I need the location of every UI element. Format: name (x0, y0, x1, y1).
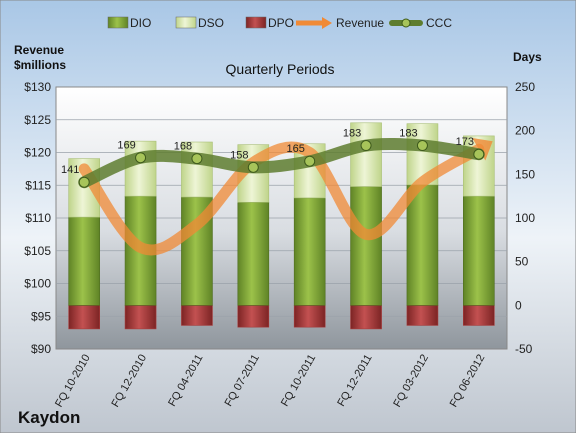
ccc-data-label: 168 (174, 141, 192, 153)
bar-dio (237, 201, 270, 306)
y-right-tick-label: 200 (515, 124, 535, 138)
ccc-data-label: 165 (287, 143, 305, 155)
legend-label-dso: DSO (198, 16, 224, 30)
bar-dpo (181, 305, 213, 326)
bar-dso (350, 122, 382, 187)
ccc-data-label: 173 (456, 136, 474, 148)
bar-dso (181, 141, 213, 198)
y-left-tick-label: $125 (24, 113, 51, 127)
bar-dpo (406, 305, 439, 326)
ccc-data-label: 183 (343, 128, 361, 140)
ccc-point (78, 176, 90, 188)
bar-dpo (463, 305, 495, 326)
bar-dpo (293, 305, 326, 328)
bar-dpo (124, 305, 157, 330)
y-left-tick-label: $100 (24, 277, 51, 291)
ccc-point (135, 152, 147, 164)
company-name: Kaydon (18, 408, 80, 427)
y-right-tick-label: 50 (515, 255, 529, 269)
y-left-tick-label: $130 (24, 80, 51, 94)
revenue-layer (78, 137, 493, 256)
ccc-point (473, 148, 485, 160)
legend-swatch-dpo (245, 16, 267, 29)
ccc-point (304, 155, 316, 167)
bar-dpo (350, 305, 382, 330)
y-left-tick-label: $90 (31, 342, 51, 356)
revenue-arrowhead (472, 137, 493, 161)
y-left-label-line2: $millions (14, 58, 66, 72)
right-axis-ticks: -50 0 50 100 150 200 250 (515, 80, 535, 356)
y-right-label: Days (513, 50, 542, 64)
left-axis-ticks: $90 $95 $100 $105 $110 $115 $120 $125 $130 (24, 80, 51, 356)
y-left-tick-label: $110 (25, 211, 51, 225)
legend-arrow-revenue (322, 17, 332, 29)
y-left-tick-label: $120 (24, 146, 51, 160)
bar-dpo (68, 305, 100, 330)
legend-label-revenue: Revenue (336, 16, 384, 30)
y-right-tick-label: 0 (515, 298, 522, 312)
bars (68, 122, 495, 330)
ccc-data-label: 183 (399, 128, 417, 140)
ccc-layer: 141 169 168 158 165 183 183 173 (61, 128, 485, 189)
legend-swatch-dso (175, 16, 197, 29)
legend-label-dpo: DPO (268, 16, 294, 30)
bar-dio (293, 197, 326, 306)
revenue-line (78, 141, 485, 256)
y-right-tick-label: -50 (515, 342, 533, 356)
legend-swatch-dio (107, 16, 129, 29)
y-right-tick-label: 150 (515, 167, 535, 181)
legend-label-ccc: CCC (426, 16, 452, 30)
ccc-point (191, 153, 203, 165)
ccc-point (360, 140, 372, 152)
bar-dio (406, 184, 439, 306)
ccc-point (416, 140, 428, 152)
bar-dio (463, 195, 495, 306)
chart-title: Quarterly Periods (226, 61, 335, 77)
bar-dio (68, 216, 100, 306)
y-right-tick-label: 250 (515, 80, 535, 94)
y-left-tick-label: $105 (24, 244, 51, 258)
ccc-data-label: 141 (61, 164, 79, 176)
y-left-tick-label: $115 (25, 178, 51, 192)
y-left-label-line1: Revenue (14, 43, 64, 57)
ccc-data-label: 158 (230, 149, 248, 161)
bar-dio (350, 186, 382, 306)
y-right-tick-label: 100 (515, 211, 535, 225)
y-left-tick-label: $95 (31, 309, 51, 323)
legend: DIO DSO DPO Revenue CCC (107, 16, 452, 30)
ccc-data-label: 169 (117, 140, 135, 152)
legend-marker-ccc (401, 18, 411, 28)
ccc-point (247, 161, 259, 173)
legend-label-dio: DIO (130, 16, 151, 30)
bar-dpo (237, 305, 270, 328)
